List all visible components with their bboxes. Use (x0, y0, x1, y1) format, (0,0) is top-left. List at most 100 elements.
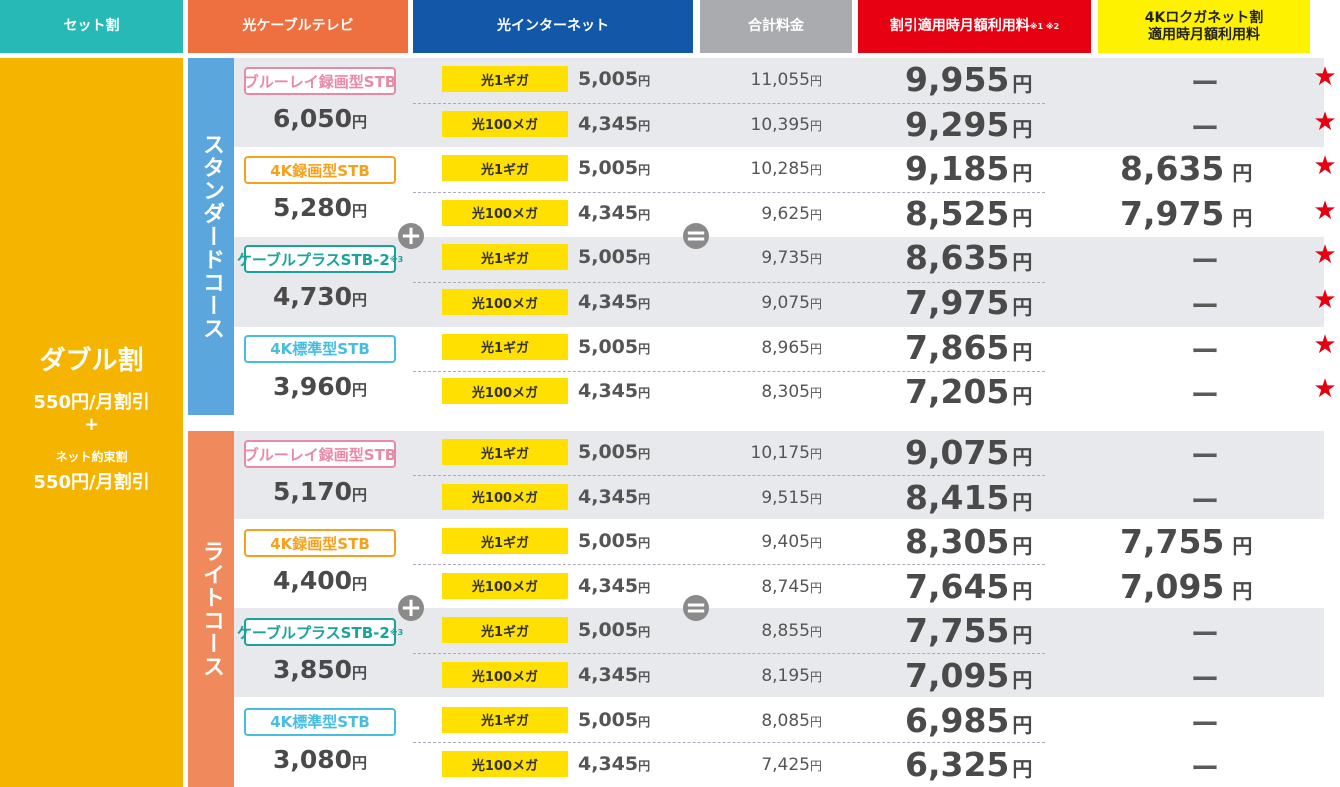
stb-label: ブルーレイ録画型STB (244, 67, 396, 95)
equals-icon: = (683, 223, 709, 249)
row-divider (413, 742, 1045, 743)
net-plan-tag: 光1ギガ (442, 706, 568, 733)
plus-sign: + (83, 414, 100, 435)
standard-discount-price: 8,525 円 (905, 193, 1033, 233)
header-net: 光インターネット (413, 0, 693, 53)
net-plan-tag: 光1ギガ (442, 333, 568, 360)
row-band (234, 608, 1324, 697)
standard-logu-price: 7,975 円 (1120, 193, 1253, 233)
light-discount-price: 9,075 円 (905, 433, 1033, 472)
double-discount-amount: 550円/月割引 (33, 392, 150, 413)
standard-discount-price: 9,295 円 (905, 104, 1033, 144)
light-total-price: 8,855円 (761, 621, 822, 642)
double-discount-panel: ダブル割 550円/月割引 + ネット約束割 550円/月割引 (0, 58, 183, 787)
light-discount-price: 7,755 円 (905, 611, 1033, 651)
standard-logu-none: ー (1190, 334, 1219, 368)
light-total-price: 8,195円 (761, 666, 822, 686)
standard-total-price: 8,305円 (761, 382, 822, 403)
net-plan-tag: 光100メガ (442, 572, 568, 599)
light-course-label: ライトコース (188, 431, 234, 787)
light-net-price: 5,005円 (578, 441, 651, 463)
light-logu-none: ー (1190, 752, 1219, 786)
light-logu-price: 7,095 円 (1120, 566, 1253, 606)
light-net-price: 4,345円 (578, 664, 651, 686)
standard-total-price: 9,735円 (761, 248, 822, 269)
light-tv-price: 4,400円 (272, 566, 368, 596)
standard-tv-price: 4,730円 (272, 282, 368, 312)
standard-net-price: 5,005円 (578, 246, 651, 269)
standard-logu-none: ー (1190, 67, 1219, 100)
standard-logu-none: ー (1190, 379, 1219, 413)
standard-discount-price: 7,865 円 (905, 327, 1033, 367)
row-divider (413, 371, 1045, 372)
light-net-price: 4,345円 (578, 753, 651, 776)
row-divider (413, 192, 1045, 193)
standard-total-price: 9,075円 (761, 293, 822, 313)
standard-logu-none: ー (1190, 111, 1219, 145)
star-icon: ★ (1313, 240, 1337, 271)
net-plan-tag: 光100メガ (442, 378, 568, 405)
light-tv-price: 5,170円 (272, 477, 368, 506)
row-band (234, 58, 1324, 147)
net-plan-tag: 光1ギガ (442, 66, 568, 92)
standard-net-price: 4,345円 (578, 112, 651, 135)
net-plan-tag: 光100メガ (442, 289, 568, 315)
stb-label: ケーブルプラスSTB-2 ※3 (237, 245, 403, 274)
standard-tv-price: 3,960円 (272, 371, 368, 401)
standard-logu-none: ー (1190, 290, 1219, 323)
row-divider (413, 282, 1045, 283)
net-plan-tag: 光1ギガ (442, 439, 568, 465)
light-discount-price: 8,415 円 (905, 477, 1033, 517)
equals-icon: = (683, 595, 709, 621)
standard-discount-price: 7,975 円 (905, 283, 1033, 322)
light-logu-price: 7,755 円 (1120, 522, 1253, 562)
standard-logu-price: 8,635 円 (1120, 149, 1253, 189)
header-set: セット割 (0, 0, 183, 53)
standard-total-price: 8,965円 (761, 337, 822, 358)
light-discount-price: 6,325 円 (905, 745, 1033, 785)
star-icon: ★ (1313, 195, 1337, 226)
light-discount-price: 7,645 円 (905, 566, 1033, 606)
standard-net-price: 4,345円 (578, 201, 651, 224)
light-logu-none: ー (1190, 484, 1219, 518)
standard-discount-price: 9,955 円 (905, 60, 1033, 99)
stb-label: 4K録画型STB (244, 156, 396, 185)
header-discount: 割引適用時月額利用料 ※1 ※2 (858, 0, 1091, 53)
standard-discount-price: 7,205 円 (905, 372, 1033, 412)
row-divider (413, 103, 1045, 104)
standard-net-price: 5,005円 (578, 68, 651, 90)
light-total-price: 9,515円 (761, 487, 822, 508)
light-total-price: 7,425円 (761, 755, 822, 776)
light-discount-price: 8,305 円 (905, 522, 1033, 562)
standard-total-price: 9,625円 (761, 203, 822, 224)
standard-net-price: 4,345円 (578, 380, 651, 403)
standard-discount-price: 9,185 円 (905, 149, 1033, 189)
header-logu-line1: 4Kロクガネット割 (1144, 10, 1264, 27)
standard-course-label: スタンダードコース (188, 58, 234, 415)
net-plan-tag: 光100メガ (442, 751, 568, 778)
standard-total-price: 10,395円 (750, 114, 823, 135)
standard-logu-none: ー (1190, 245, 1219, 279)
standard-net-price: 5,005円 (578, 157, 651, 180)
star-icon: ★ (1313, 329, 1337, 360)
net-plan-tag: 光1ギガ (442, 617, 568, 644)
light-logu-none: ー (1190, 707, 1219, 741)
promise-discount-amount: 550円/月割引 (33, 472, 150, 493)
net-plan-tag: 光1ギガ (442, 244, 568, 271)
promise-discount-title: ネット約束割 (55, 450, 128, 464)
row-divider (413, 653, 1045, 654)
standard-discount-price: 8,635 円 (905, 238, 1033, 278)
light-logu-none: ー (1190, 440, 1219, 473)
standard-total-price: 10,285円 (750, 159, 823, 180)
header-discount-label: 割引適用時月額利用料 (889, 18, 1030, 35)
light-net-price: 5,005円 (578, 708, 651, 731)
light-discount-price: 6,985 円 (905, 700, 1033, 740)
star-icon: ★ (1313, 62, 1337, 92)
light-net-price: 5,005円 (578, 619, 651, 642)
star-icon: ★ (1313, 151, 1337, 182)
net-plan-tag: 光100メガ (442, 662, 568, 688)
light-net-price: 4,345円 (578, 485, 651, 508)
standard-total-price: 11,055円 (750, 70, 823, 90)
standard-net-price: 4,345円 (578, 291, 651, 313)
net-plan-tag: 光1ギガ (442, 155, 568, 182)
